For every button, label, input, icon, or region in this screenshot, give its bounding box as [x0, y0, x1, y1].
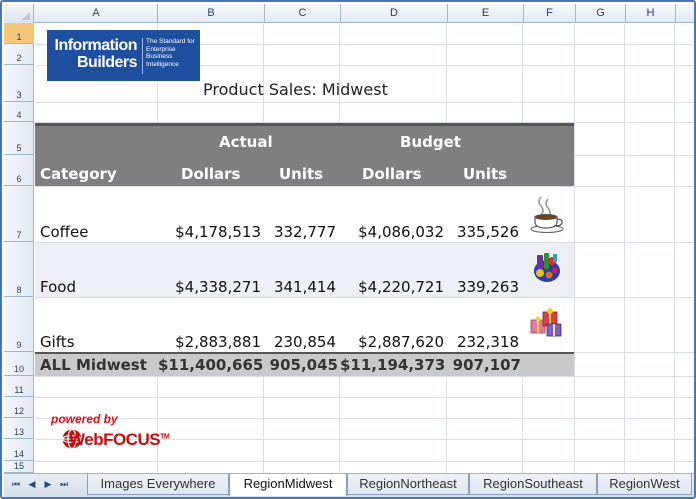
- actual-dollars-cell: $4,338,271: [175, 278, 261, 296]
- report-title: Product Sales: Midwest: [203, 80, 388, 99]
- header-budget: Budget: [400, 133, 461, 151]
- select-all-corner[interactable]: [4, 4, 34, 23]
- report-header-band: Actual Budget Category Dollars Units Dol…: [35, 123, 574, 186]
- column-header-h[interactable]: H: [626, 4, 676, 23]
- table-row: Food $4,338,271 341,414 $4,220,721 339,2…: [35, 243, 574, 297]
- budget-units-cell: 339,263: [456, 278, 519, 296]
- gift-icon: [530, 308, 562, 337]
- last-sheet-icon[interactable]: ⏭: [59, 480, 69, 490]
- category-cell: Gifts: [40, 333, 75, 351]
- column-header-f[interactable]: F: [524, 4, 576, 23]
- table-row: Coffee $4,178,513 332,777 $4,086,032 335…: [35, 187, 574, 242]
- row-header-bar: 1 2 3 4 5 6 7 8 9 10 11 12 13 14 15: [4, 23, 34, 473]
- header-budget-dollars: Dollars: [362, 165, 422, 183]
- budget-units-cell: 232,318: [456, 333, 519, 351]
- budget-dollars-cell: $2,887,620: [358, 333, 444, 351]
- column-header-c[interactable]: C: [265, 4, 341, 23]
- row-header-15[interactable]: 15: [4, 461, 34, 473]
- row-header-6[interactable]: 6: [4, 155, 34, 186]
- row-header-5[interactable]: 5: [4, 122, 34, 155]
- category-cell: Coffee: [40, 223, 89, 241]
- category-cell: Food: [40, 278, 76, 296]
- header-actual-dollars: Dollars: [181, 165, 241, 183]
- tab-images-everywhere[interactable]: Images Everywhere: [87, 474, 229, 495]
- row-header-14[interactable]: 14: [4, 439, 34, 461]
- column-header-b[interactable]: B: [158, 4, 265, 23]
- sheet-tab-bar: ⏮ ◀ ▶ ⏭ Images Everywhere RegionMidwest …: [4, 473, 694, 497]
- row-header-9[interactable]: 9: [4, 297, 34, 352]
- webfocus-logo: powered by WebFOCUSTM: [51, 412, 170, 450]
- total-budget-dollars: $11,194,373: [340, 356, 446, 374]
- total-budget-units: 907,107: [452, 356, 521, 374]
- header-actual: Actual: [219, 133, 273, 151]
- coffee-cup-icon: [530, 196, 564, 233]
- row-header-3[interactable]: 3: [4, 65, 34, 102]
- row-header-1[interactable]: 1: [4, 23, 34, 44]
- total-actual-dollars: $11,400,665: [158, 356, 264, 374]
- previous-sheet-icon[interactable]: ◀: [28, 480, 36, 490]
- first-sheet-icon[interactable]: ⏮: [11, 480, 21, 490]
- actual-dollars-cell: $4,178,513: [175, 223, 261, 241]
- row-header-2[interactable]: 2: [4, 44, 34, 65]
- budget-dollars-cell: $4,086,032: [358, 223, 444, 241]
- tab-region-midwest[interactable]: RegionMidwest: [229, 474, 347, 496]
- row-header-11[interactable]: 11: [4, 376, 34, 397]
- next-sheet-icon[interactable]: ▶: [44, 480, 52, 490]
- tab-region-west[interactable]: RegionWest: [597, 474, 692, 495]
- row-header-4[interactable]: 4: [4, 102, 34, 122]
- food-icon: [534, 253, 560, 282]
- row-header-8[interactable]: 8: [4, 242, 34, 297]
- column-header-g[interactable]: G: [576, 4, 626, 23]
- tab-region-northeast[interactable]: RegionNortheast: [347, 474, 469, 495]
- row-header-10[interactable]: 10: [4, 352, 34, 376]
- row-header-7[interactable]: 7: [4, 186, 34, 242]
- actual-units-cell: 332,777: [273, 223, 336, 241]
- total-actual-units: 905,045: [269, 356, 338, 374]
- actual-units-cell: 341,414: [273, 278, 336, 296]
- information-builders-logo: Information Builders The Standard for Ent…: [47, 30, 200, 81]
- row-header-12[interactable]: 12: [4, 397, 34, 418]
- worksheet-grid[interactable]: Information Builders The Standard for Ent…: [35, 24, 694, 474]
- column-header-d[interactable]: D: [341, 4, 448, 23]
- actual-units-cell: 230,854: [273, 333, 336, 351]
- row-header-13[interactable]: 13: [4, 418, 34, 439]
- budget-units-cell: 335,526: [456, 223, 519, 241]
- actual-dollars-cell: $2,883,881: [175, 333, 261, 351]
- webfocus-globe-icon: [61, 428, 83, 450]
- column-header-e[interactable]: E: [448, 4, 524, 23]
- header-category: Category: [40, 165, 117, 183]
- total-row: ALL Midwest $11,400,665 905,045 $11,194,…: [35, 352, 574, 376]
- total-label: ALL Midwest: [40, 356, 147, 374]
- tab-region-southeast[interactable]: RegionSoutheast: [469, 474, 597, 495]
- budget-dollars-cell: $4,220,721: [358, 278, 444, 296]
- header-budget-units: Units: [463, 165, 508, 183]
- table-row: Gifts $2,883,881 230,854 $2,887,620 232,…: [35, 298, 574, 352]
- column-header-bar: A B C D E F G H: [4, 4, 694, 23]
- header-actual-units: Units: [279, 165, 324, 183]
- column-header-a[interactable]: A: [35, 4, 158, 23]
